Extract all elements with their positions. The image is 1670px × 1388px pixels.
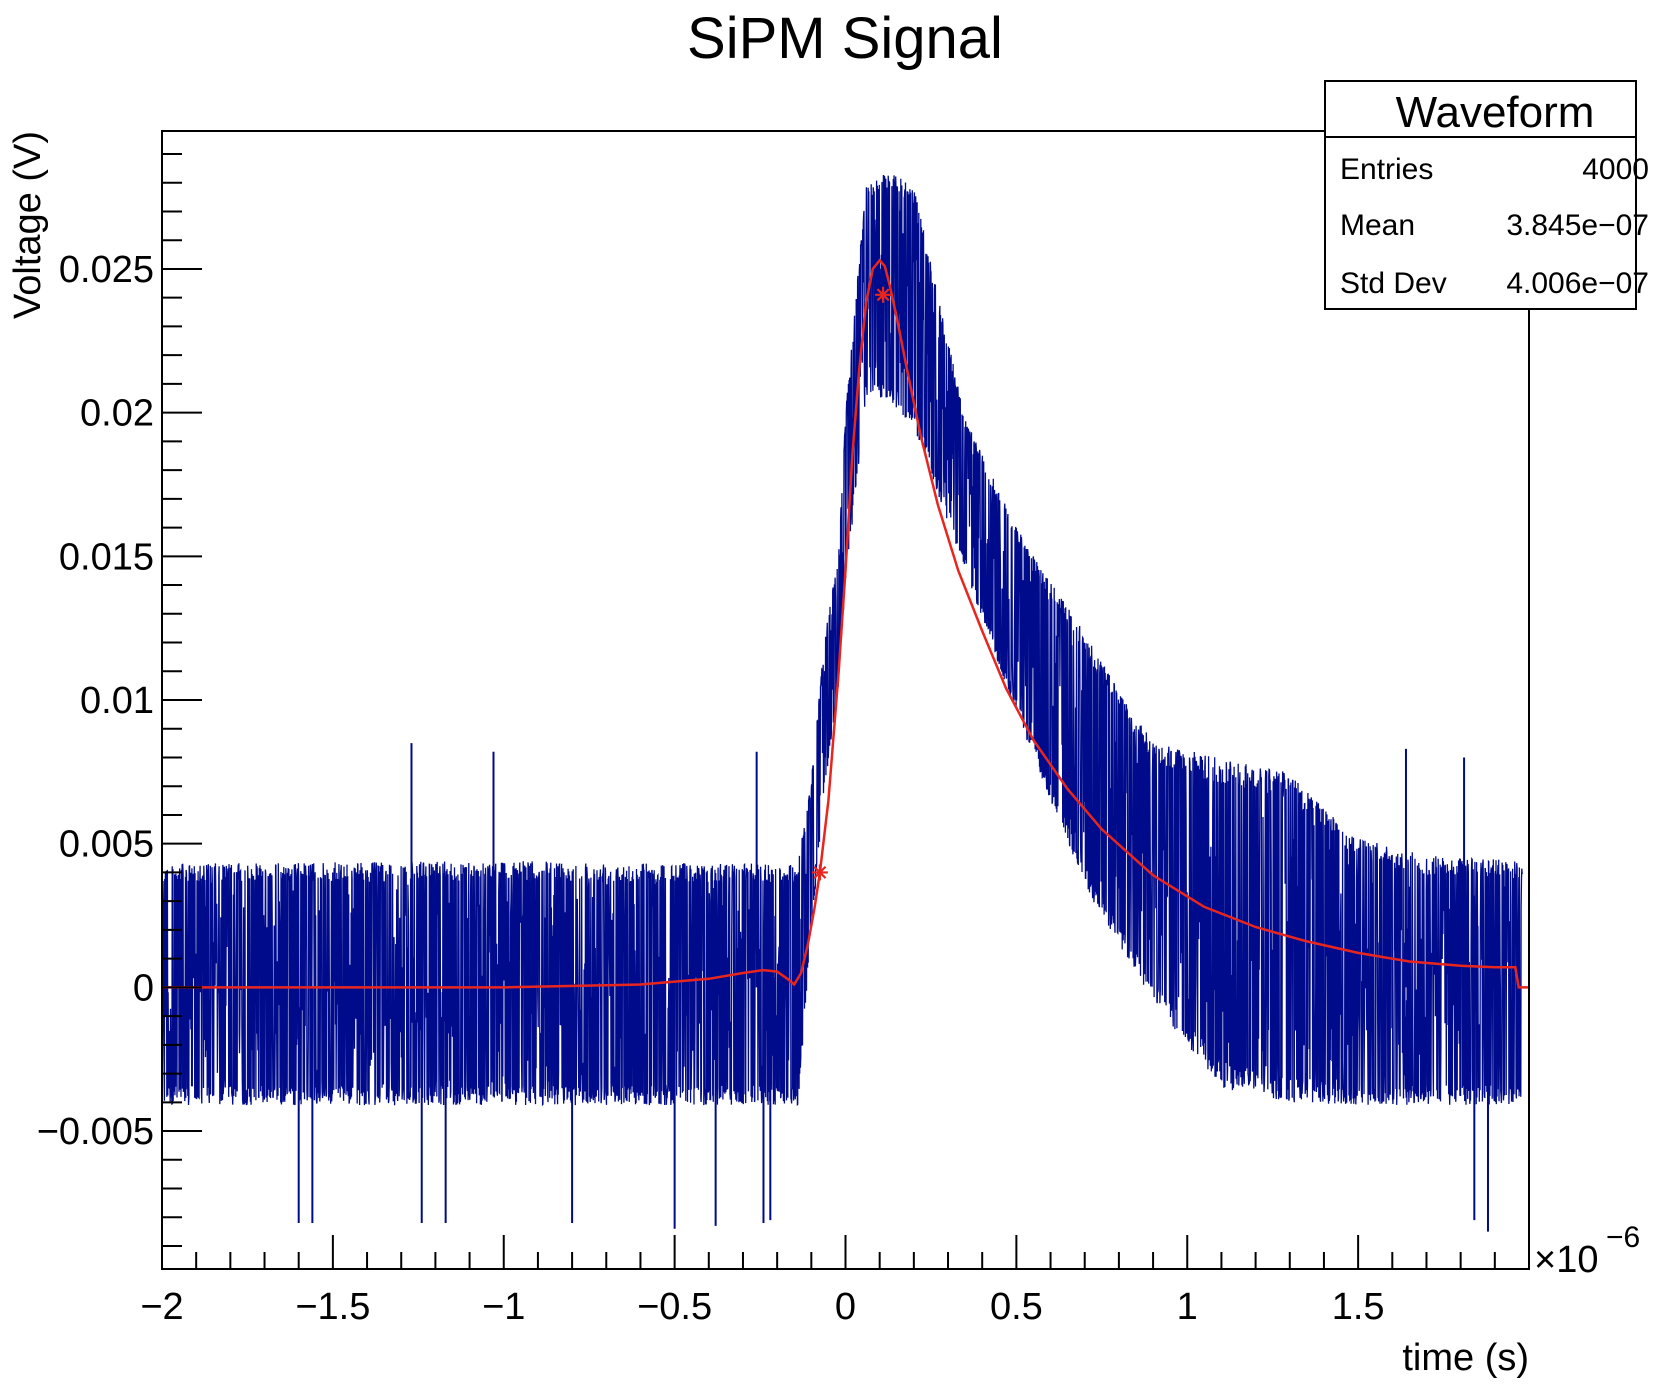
stats-stddev-value: 4.006e−07 xyxy=(1506,267,1649,300)
x-tick-label: −0.5 xyxy=(637,1286,712,1328)
y-tick-label: 0.025 xyxy=(59,249,154,291)
fit-marker xyxy=(811,864,828,881)
y-axis-title: Voltage (V) xyxy=(7,131,49,319)
y-tick-label: 0.02 xyxy=(80,393,154,435)
waveform-series-line xyxy=(161,174,1523,1107)
stats-box-frame xyxy=(1324,80,1637,310)
stats-box: Waveform Entries 4000 Mean 3.845e−07 Std… xyxy=(1324,80,1649,310)
stats-mean-value: 3.845e−07 xyxy=(1506,209,1649,242)
x-tick-label: −1.5 xyxy=(295,1286,370,1328)
stats-box-title: Waveform xyxy=(1396,88,1595,137)
x-axis: −2 −1.5 −1 −0.5 0 0.5 1 1.5 xyxy=(140,1235,1496,1328)
x-tick-label: 0 xyxy=(835,1286,856,1328)
stats-entries-label: Entries xyxy=(1340,153,1433,186)
y-tick-label: 0 xyxy=(133,967,154,1009)
x-tick-label: −1 xyxy=(482,1286,525,1328)
y-tick-label: −0.005 xyxy=(37,1111,154,1153)
chart-title: SiPM Signal xyxy=(687,6,1003,71)
fit-marker-stroke xyxy=(813,865,827,879)
x-multiplier-base: ×10 xyxy=(1534,1239,1598,1281)
x-tick-label: 0.5 xyxy=(990,1286,1043,1328)
x-tick-label: 1.5 xyxy=(1332,1286,1385,1328)
y-axis: −0.005 0 0.005 0.01 0.015 0.02 0.025 xyxy=(37,152,202,1248)
x-axis-title: time (s) xyxy=(1402,1337,1529,1379)
fit-marker-stroke xyxy=(876,288,890,302)
y-tick-label: 0.01 xyxy=(80,680,154,722)
x-multiplier-exponent: −6 xyxy=(1606,1221,1640,1254)
stats-stddev-label: Std Dev xyxy=(1340,267,1447,300)
x-tick-label: 1 xyxy=(1177,1286,1198,1328)
plot-area xyxy=(161,174,1529,1232)
stats-entries-value: 4000 xyxy=(1582,153,1649,186)
y-tick-label: 0.005 xyxy=(59,824,154,866)
y-tick-label: 0.015 xyxy=(59,536,154,578)
stats-mean-label: Mean xyxy=(1340,209,1415,242)
fit-marker xyxy=(875,286,892,303)
x-tick-label: −2 xyxy=(140,1286,183,1328)
x-multiplier: ×10 xyxy=(1534,1239,1598,1281)
fit-series-line xyxy=(162,258,1529,989)
